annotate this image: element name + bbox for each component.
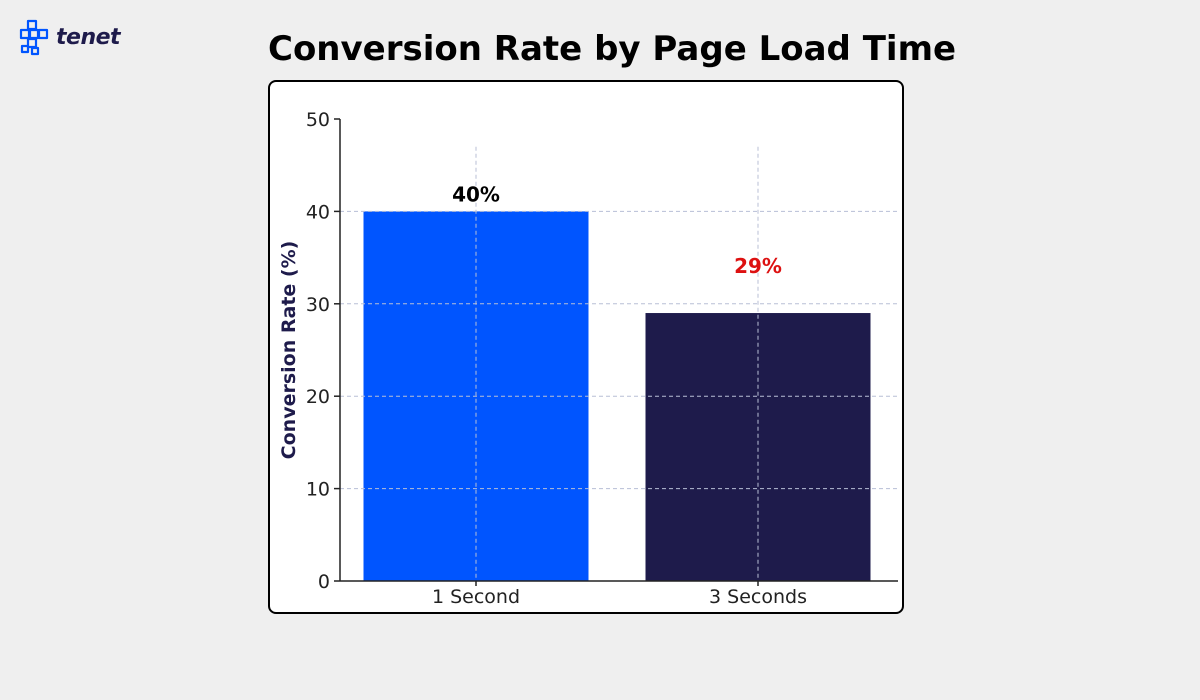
- data-label: 40%: [452, 182, 500, 206]
- y-tick-label: 10: [306, 479, 330, 501]
- tenet-logo-icon: [19, 19, 49, 56]
- brand-logo[interactable]: tenet: [18, 18, 121, 58]
- chart-card: 0 10 20 30 40 50 1 Second 3 Seconds 40% 29% Conver…: [268, 80, 904, 614]
- y-tick-label: 0: [318, 571, 330, 593]
- y-tick-label: 20: [306, 386, 330, 408]
- brand-name: tenet: [56, 25, 121, 50]
- x-tick-label: 1 Second: [432, 586, 520, 608]
- y-tick-label: 50: [306, 109, 330, 131]
- chart-title: Conversion Rate by Page Load Time: [268, 29, 957, 69]
- data-label: 29%: [734, 254, 782, 278]
- x-tick-label: 3 Seconds: [709, 586, 807, 608]
- y-tick-label: 30: [306, 294, 330, 316]
- y-tick-label: 40: [306, 201, 330, 223]
- bar-chart: 0 10 20 30 40 50 1 Second 3 Seconds 40% 29% Conver…: [278, 109, 898, 608]
- y-axis-title: Conversion Rate (%): [278, 241, 300, 460]
